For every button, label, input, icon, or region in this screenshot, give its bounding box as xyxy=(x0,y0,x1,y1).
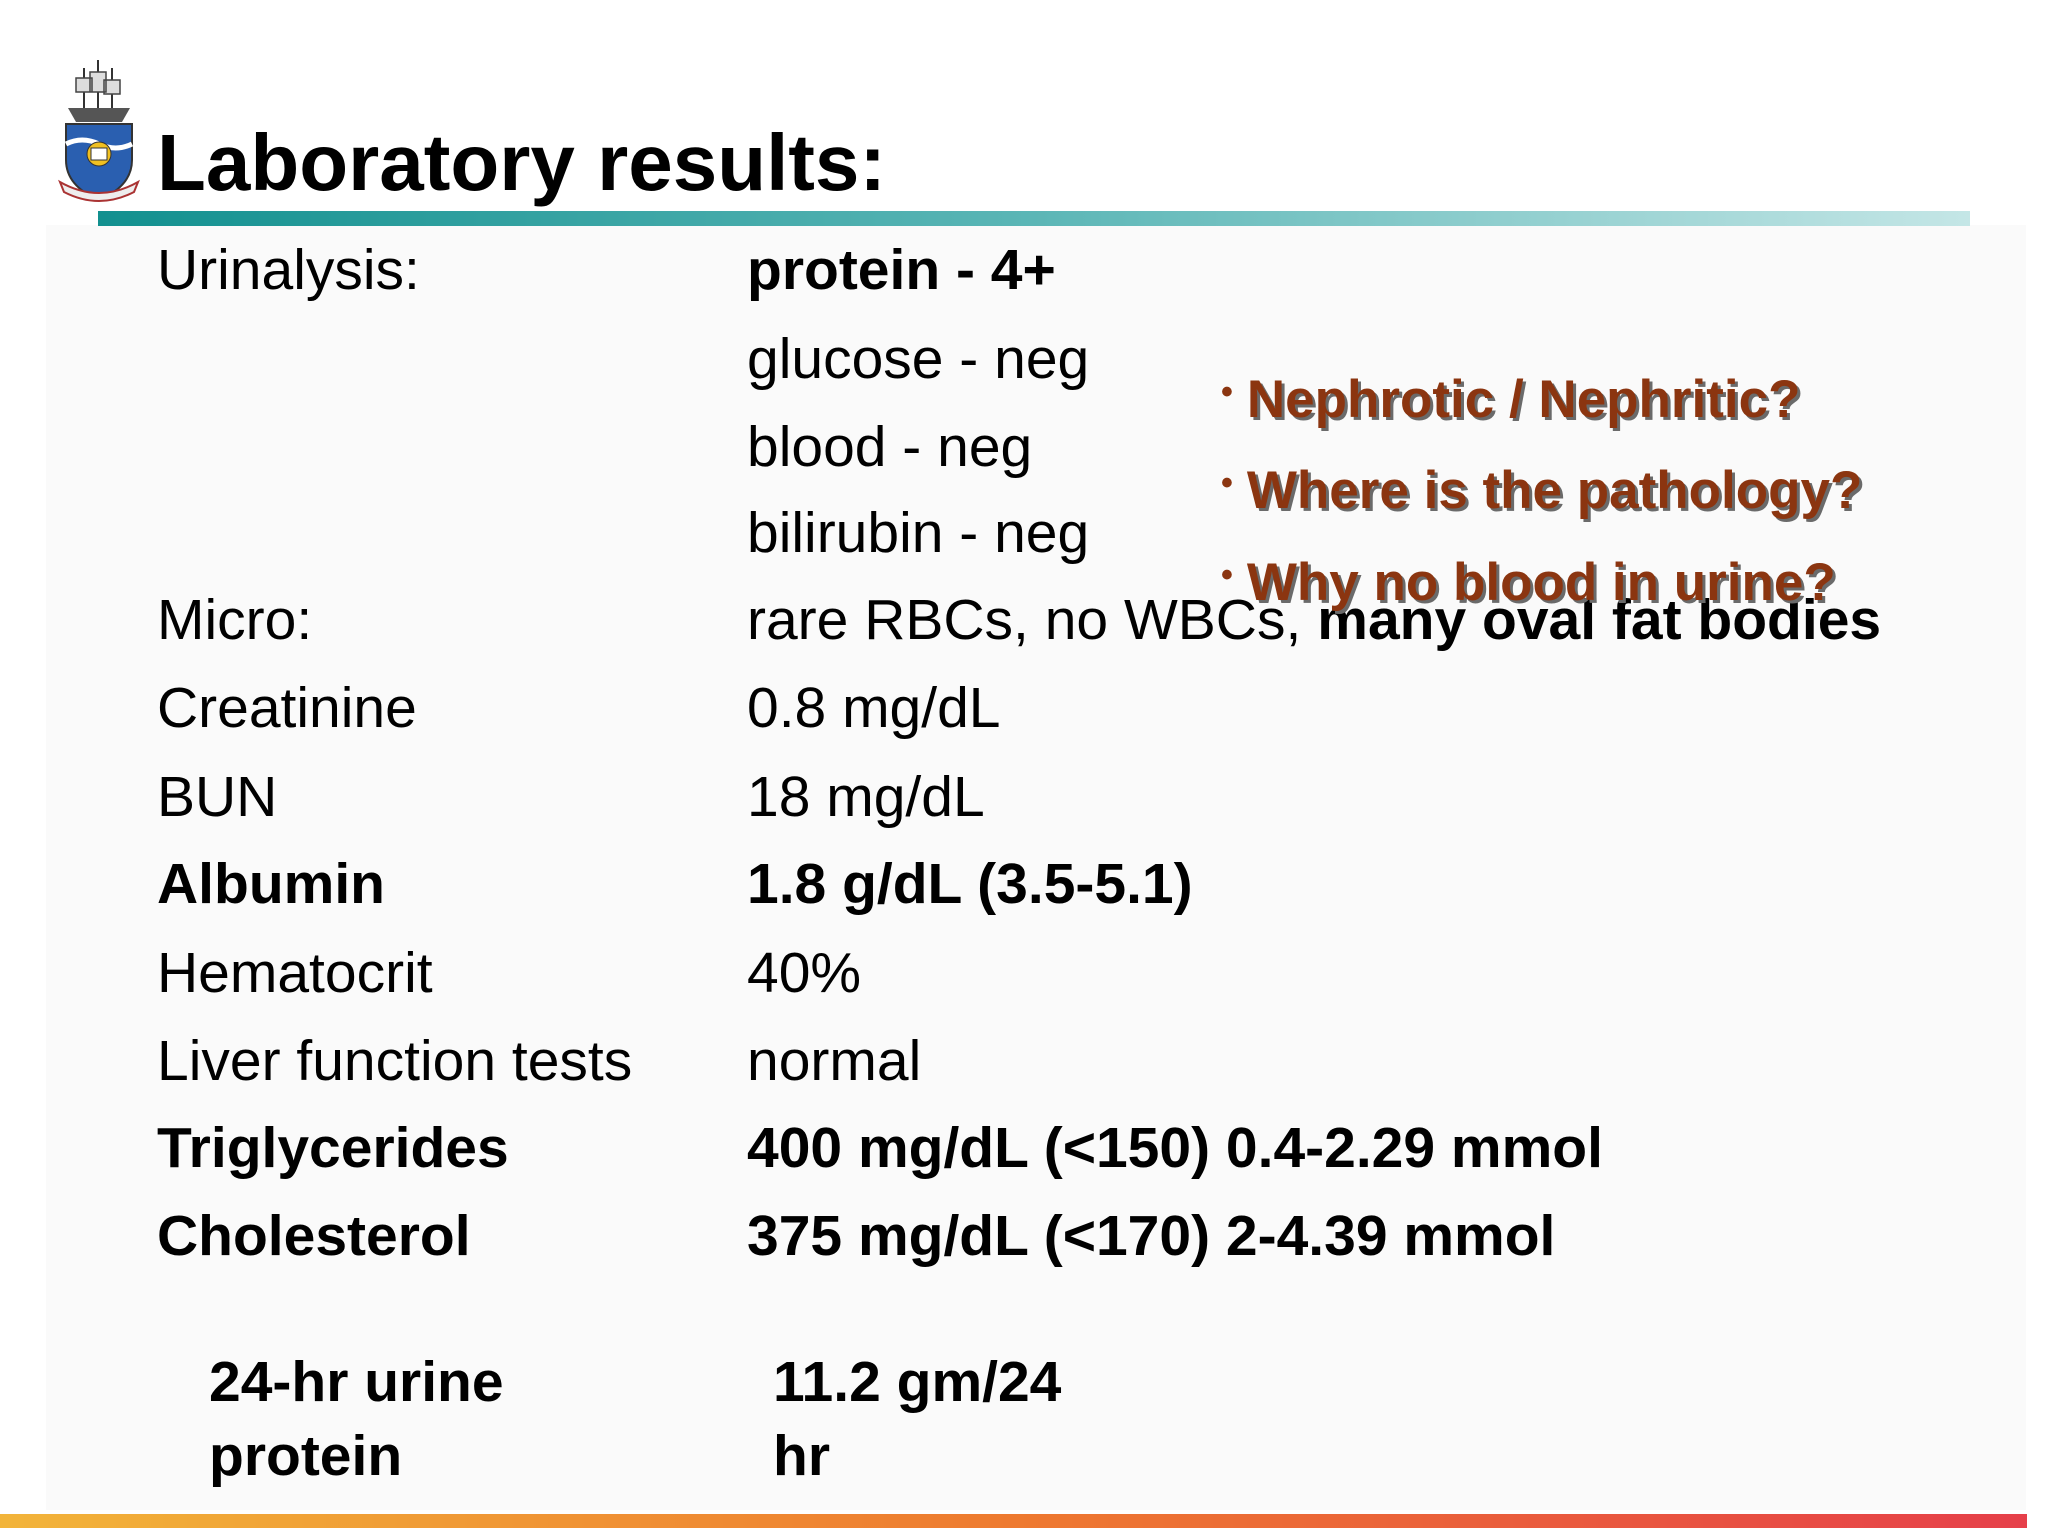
row-value: blood - neg xyxy=(747,415,1033,479)
row-label: Albumin xyxy=(157,852,385,916)
footer-bar xyxy=(0,1514,2027,1528)
row-label: Creatinine xyxy=(157,676,417,740)
row-label: Cholesterol xyxy=(157,1204,471,1268)
row-label: BUN xyxy=(157,765,278,829)
content-panel xyxy=(46,225,2026,1510)
row-value: 1.8 g/dL (3.5-5.1) xyxy=(747,852,1193,916)
row-value: 375 mg/dL (<170) 2-4.39 mmol xyxy=(747,1204,1556,1268)
row-label: Urinalysis: xyxy=(157,238,420,302)
row-value: protein - 4+ xyxy=(747,238,1056,302)
row-value: glucose - neg xyxy=(747,327,1090,391)
row-value: 40% xyxy=(747,941,862,1005)
row-label: Micro: xyxy=(157,588,313,652)
row-value: 18 mg/dL xyxy=(747,765,985,829)
question-text: Nephrotic / Nephritic? xyxy=(1246,370,1801,429)
question-text: Where is the pathology? xyxy=(1246,461,1863,520)
row-label: Liver function tests xyxy=(157,1029,633,1093)
row-value: bilirubin - neg xyxy=(747,501,1090,565)
row-value: 400 mg/dL (<150) 0.4-2.29 mmol xyxy=(747,1116,1603,1180)
crest-logo xyxy=(58,60,140,202)
value-text: rare RBCs, no WBCs, xyxy=(747,588,1302,652)
value-text-bold: many oval fat bodies xyxy=(1317,588,1882,652)
row-label: Hematocrit xyxy=(157,941,433,1005)
slide-title: Laboratory results: xyxy=(157,118,887,207)
row-label: Triglycerides xyxy=(157,1116,509,1180)
question: • Where is the pathology? xyxy=(1221,461,1863,520)
title-rule xyxy=(98,211,1970,226)
urine-24hr-label: 24-hr urine protein xyxy=(209,1350,504,1488)
row-value: rare RBCs, no WBCs, many oval fat bodies xyxy=(747,577,1881,664)
row-value: normal xyxy=(747,1029,922,1093)
question: • Nephrotic / Nephritic? xyxy=(1221,370,1801,429)
urine-24hr-value: 11.2 gm/24 hr xyxy=(773,1350,1062,1488)
question: • Why no blood in urine? xyxy=(1221,553,1836,612)
row-value: 0.8 mg/dL xyxy=(747,676,1001,740)
question-text: Why no blood in urine? xyxy=(1246,553,1836,612)
